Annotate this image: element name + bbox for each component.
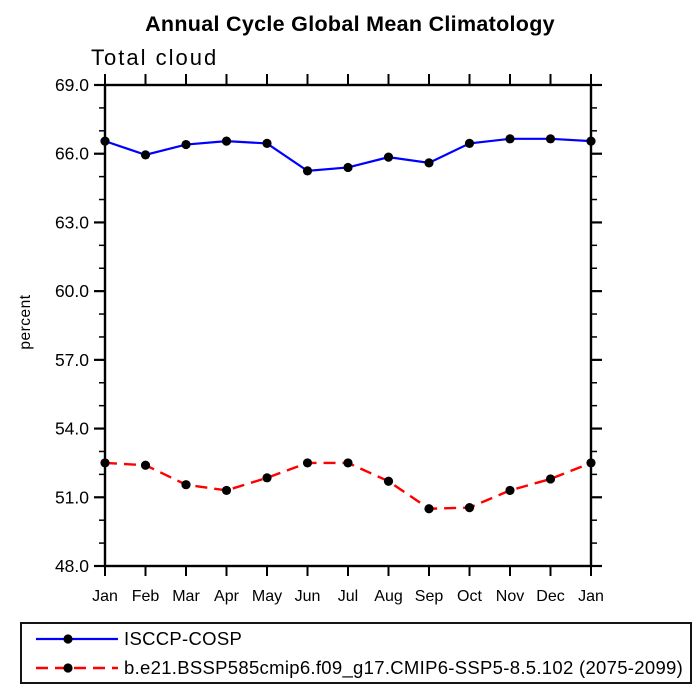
- x-tick-label: Aug: [374, 588, 402, 605]
- data-point-marker: [383, 476, 394, 486]
- x-tick-label: Dec: [536, 588, 564, 605]
- legend-line-sample-dashed: [36, 662, 118, 673]
- data-point-marker: [140, 150, 151, 160]
- data-point-marker: [545, 134, 556, 144]
- data-point-marker: [221, 485, 232, 496]
- chart-subtitle: Total cloud: [91, 45, 219, 70]
- y-tick-label: 51.0: [55, 487, 89, 507]
- legend-label: ISCCP-COSP: [124, 627, 243, 649]
- data-point-marker: [221, 136, 232, 146]
- legend-item-model: b.e21.BSSP585cmip6.f09_g17.CMIP6-SSP5-8.…: [28, 653, 690, 682]
- legend-box: ISCCP-COSP b.e21.BSSP585cmip6.f09_g17.CM…: [20, 622, 692, 684]
- series-line-1: [104, 461, 592, 510]
- data-point-marker: [262, 473, 272, 483]
- data-point-marker: [100, 458, 110, 468]
- legend-label: b.e21.BSSP585cmip6.f09_g17.CMIP6-SSP5-8.…: [124, 656, 684, 678]
- y-tick-label: 66.0: [55, 144, 89, 164]
- x-tick-label: Jan: [578, 588, 604, 605]
- x-tick-label: Jan: [92, 588, 118, 605]
- x-tick-label: Oct: [457, 588, 482, 605]
- x-tick-label: Feb: [132, 588, 160, 605]
- data-point-marker: [343, 458, 353, 468]
- x-tick-label: Nov: [496, 588, 524, 605]
- data-point-marker: [383, 152, 394, 162]
- x-tick-label: Apr: [214, 588, 240, 605]
- data-point-marker: [586, 458, 596, 468]
- data-point-marker: [140, 460, 151, 470]
- x-tick-label: May: [252, 588, 282, 605]
- data-point-marker: [424, 158, 434, 168]
- data-point-marker: [262, 138, 272, 149]
- data-point-marker: [545, 474, 556, 484]
- x-tick-label: Jul: [338, 588, 358, 605]
- y-tick-label: 54.0: [55, 419, 89, 439]
- data-point-marker: [464, 138, 475, 149]
- y-tick-label: 69.0: [55, 75, 89, 95]
- data-point-marker: [181, 480, 191, 490]
- x-tick-label: Jun: [295, 588, 321, 605]
- plot-border: [103, 83, 593, 568]
- y-tick-label: 63.0: [55, 212, 89, 232]
- data-point-marker: [424, 504, 434, 514]
- data-point-marker: [100, 136, 110, 146]
- data-point-marker: [464, 502, 475, 513]
- legend-marker-dot: [63, 662, 73, 673]
- data-point-marker: [302, 166, 313, 176]
- legend-item-isccp: ISCCP-COSP: [28, 624, 690, 653]
- y-tick-label: 60.0: [55, 281, 89, 301]
- data-point-marker: [302, 458, 313, 468]
- y-tick-label: 57.0: [55, 350, 89, 370]
- chart-title: Annual Cycle Global Mean Climatology: [145, 12, 555, 36]
- data-point-marker: [505, 134, 515, 144]
- y-tick-label: 48.0: [55, 556, 89, 576]
- legend-line-sample-solid: [36, 633, 118, 644]
- data-point-marker: [181, 139, 191, 150]
- data-point-marker: [586, 136, 596, 146]
- x-tick-label: Sep: [415, 588, 444, 605]
- data-point-marker: [505, 485, 515, 496]
- data-point-marker: [343, 162, 353, 173]
- x-tick-label: Mar: [172, 588, 200, 605]
- legend-marker-dot: [63, 633, 73, 644]
